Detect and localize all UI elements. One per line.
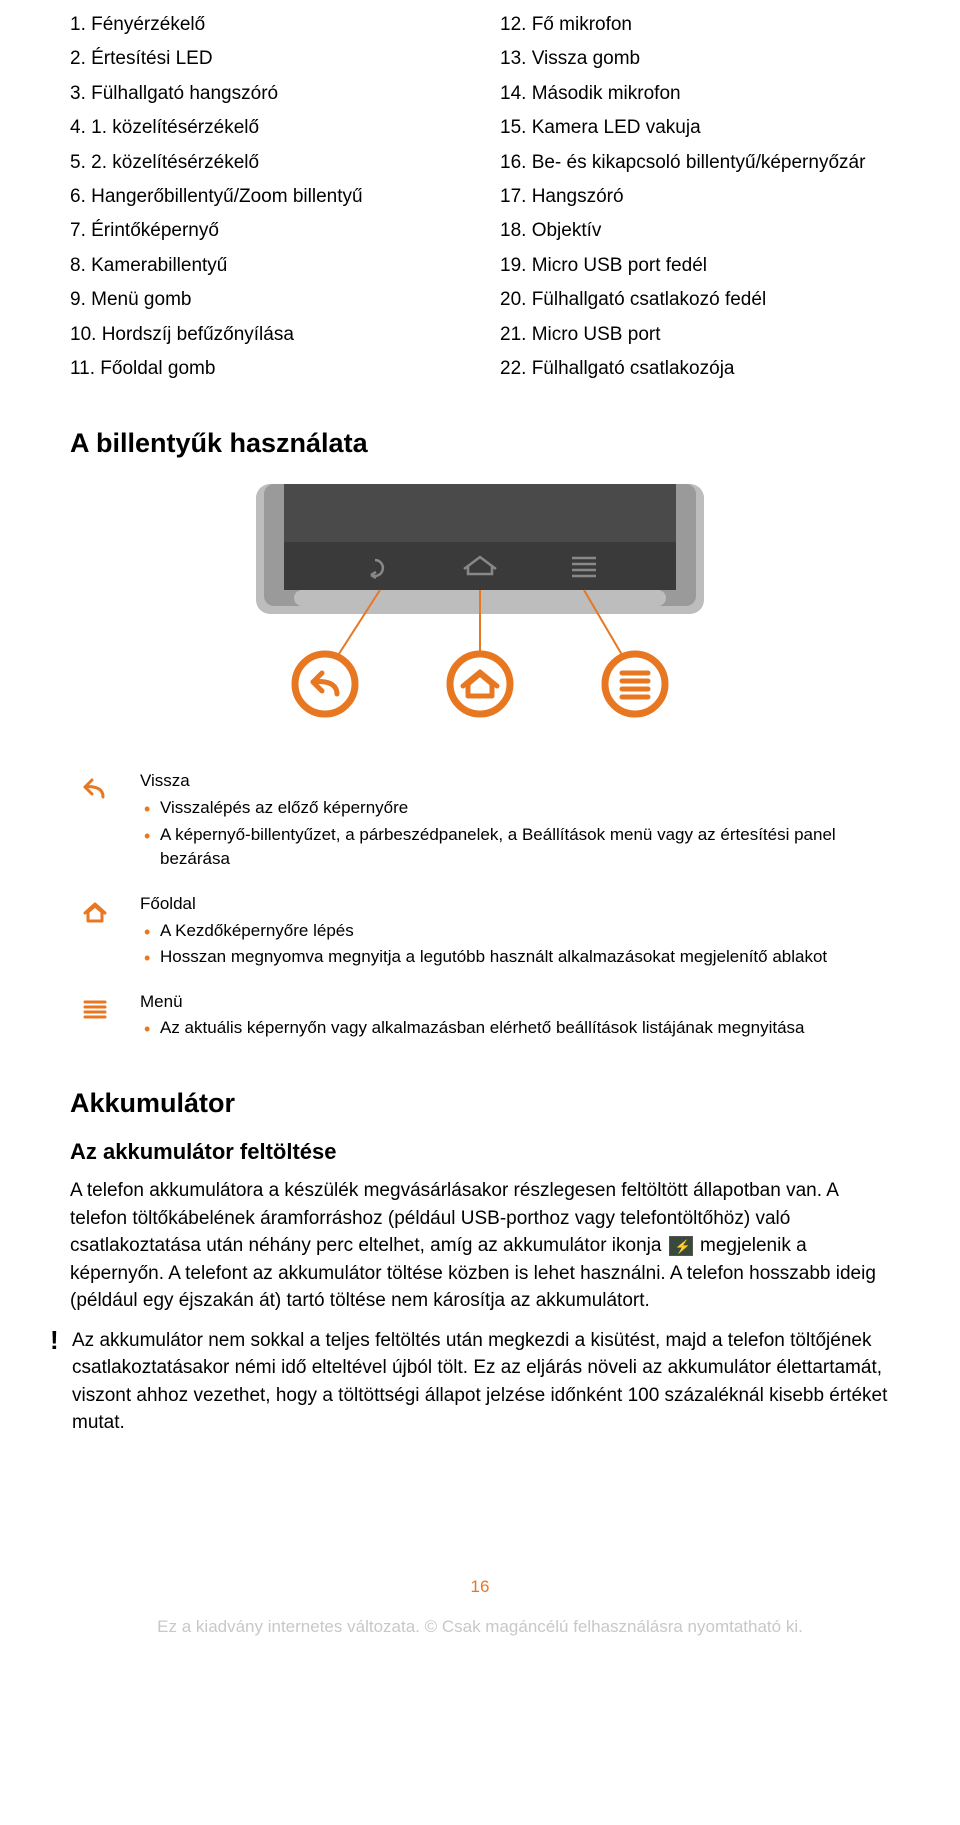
page-number: 16 — [70, 1577, 890, 1597]
menu-title: Menü — [140, 990, 890, 1015]
desc-menu: Menü Az aktuális képernyőn vagy alkalmaz… — [70, 990, 890, 1043]
warning-icon: ! — [50, 1327, 60, 1437]
parts-item: 14. Második mikrofon — [500, 79, 890, 109]
parts-item: 16. Be- és kikapcsoló billentyű/képernyő… — [500, 148, 890, 178]
subsection-charging-title: Az akkumulátor feltöltése — [70, 1139, 890, 1165]
back-items: Visszalépés az előző képernyőreA képerny… — [140, 796, 890, 872]
section-battery-title: Akkumulátor — [70, 1088, 890, 1119]
parts-item: 20. Fülhallgató csatlakozó fedél — [500, 285, 890, 315]
parts-item: 3. Fülhallgató hangszóró — [70, 79, 460, 109]
parts-item: 2. Értesítési LED — [70, 44, 460, 74]
parts-item: 17. Hangszóró — [500, 182, 890, 212]
list-item: Az aktuális képernyőn vagy alkalmazásban… — [140, 1016, 890, 1041]
home-icon — [80, 892, 112, 972]
parts-item: 13. Vissza gomb — [500, 44, 890, 74]
parts-item: 12. Fő mikrofon — [500, 10, 890, 40]
parts-list: 1. Fényérzékelő 2. Értesítési LED 3. Fülha… — [70, 10, 890, 388]
parts-item: 6. Hangerőbillentyű/Zoom billentyű — [70, 182, 460, 212]
home-items: A Kezdőképernyőre lépésHosszan megnyomva… — [140, 919, 890, 970]
parts-item: 8. Kamerabillentyű — [70, 251, 460, 281]
desc-home: Főoldal A Kezdőképernyőre lépésHosszan m… — [70, 892, 890, 972]
parts-right-col: 12. Fő mikrofon 13. Vissza gomb 14. Másodi… — [500, 10, 890, 388]
desc-back: Vissza Visszalépés az előző képernyőreA … — [70, 769, 890, 874]
back-title: Vissza — [140, 769, 890, 794]
list-item: Hosszan megnyomva megnyitja a legutóbb h… — [140, 945, 890, 970]
warning-note: ! Az akkumulátor nem sokkal a teljes fel… — [70, 1327, 890, 1437]
battery-charge-icon — [669, 1236, 693, 1256]
parts-item: 5. 2. közelítésérzékelő — [70, 148, 460, 178]
warning-text: Az akkumulátor nem sokkal a teljes feltö… — [72, 1327, 890, 1437]
parts-item: 19. Micro USB port fedél — [500, 251, 890, 281]
parts-item: 7. Érintőképernyő — [70, 216, 460, 246]
parts-item: 18. Objektív — [500, 216, 890, 246]
parts-item: 22. Fülhallgató csatlakozója — [500, 354, 890, 384]
menu-icon — [80, 990, 112, 1043]
list-item: Visszalépés az előző képernyőre — [140, 796, 890, 821]
parts-left-col: 1. Fényérzékelő 2. Értesítési LED 3. Fülha… — [70, 10, 460, 388]
parts-item: 4. 1. közelítésérzékelő — [70, 113, 460, 143]
parts-item: 21. Micro USB port — [500, 320, 890, 350]
list-item: A képernyő-billentyűzet, a párbeszédpane… — [140, 823, 890, 872]
home-title: Főoldal — [140, 892, 890, 917]
parts-item: 9. Menü gomb — [70, 285, 460, 315]
charging-paragraph-1: A telefon akkumulátora a készülék megvás… — [70, 1177, 890, 1315]
parts-item: 1. Fényérzékelő — [70, 10, 460, 40]
parts-item: 11. Főoldal gomb — [70, 354, 460, 384]
menu-items: Az aktuális képernyőn vagy alkalmazásban… — [140, 1016, 890, 1041]
parts-item: 10. Hordszíj befűzőnyílása — [70, 320, 460, 350]
parts-item: 15. Kamera LED vakuja — [500, 113, 890, 143]
list-item: A Kezdőképernyőre lépés — [140, 919, 890, 944]
section-keys-title: A billentyűk használata — [70, 428, 890, 459]
footer-note: Ez a kiadvány internetes változata. © Cs… — [70, 1617, 890, 1637]
phone-illustration — [70, 484, 890, 734]
back-icon — [80, 769, 112, 874]
